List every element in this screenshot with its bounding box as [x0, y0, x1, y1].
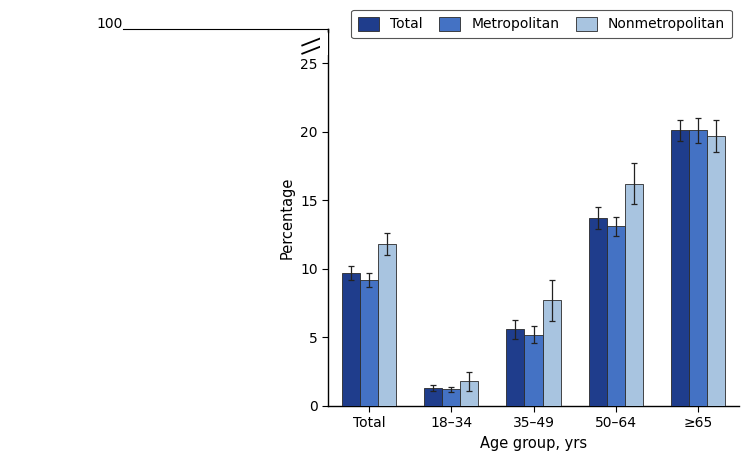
Bar [460, 381, 478, 406]
Text: 100: 100 [96, 17, 123, 30]
Bar [607, 226, 625, 406]
X-axis label: Age group, yrs: Age group, yrs [480, 436, 587, 451]
Bar [442, 389, 460, 406]
Bar [506, 329, 524, 406]
Bar [320, 32, 328, 55]
Bar [589, 218, 607, 406]
Bar [670, 130, 688, 406]
Bar [706, 136, 725, 406]
Bar [342, 273, 360, 406]
Y-axis label: Percentage: Percentage [280, 176, 295, 259]
Bar [424, 388, 442, 406]
Bar [378, 244, 396, 406]
Bar [524, 334, 542, 406]
Legend: Total, Metropolitan, Nonmetropolitan: Total, Metropolitan, Nonmetropolitan [351, 10, 732, 38]
Bar [360, 280, 378, 406]
Bar [542, 300, 560, 406]
Bar [688, 130, 706, 406]
Bar [625, 184, 643, 406]
